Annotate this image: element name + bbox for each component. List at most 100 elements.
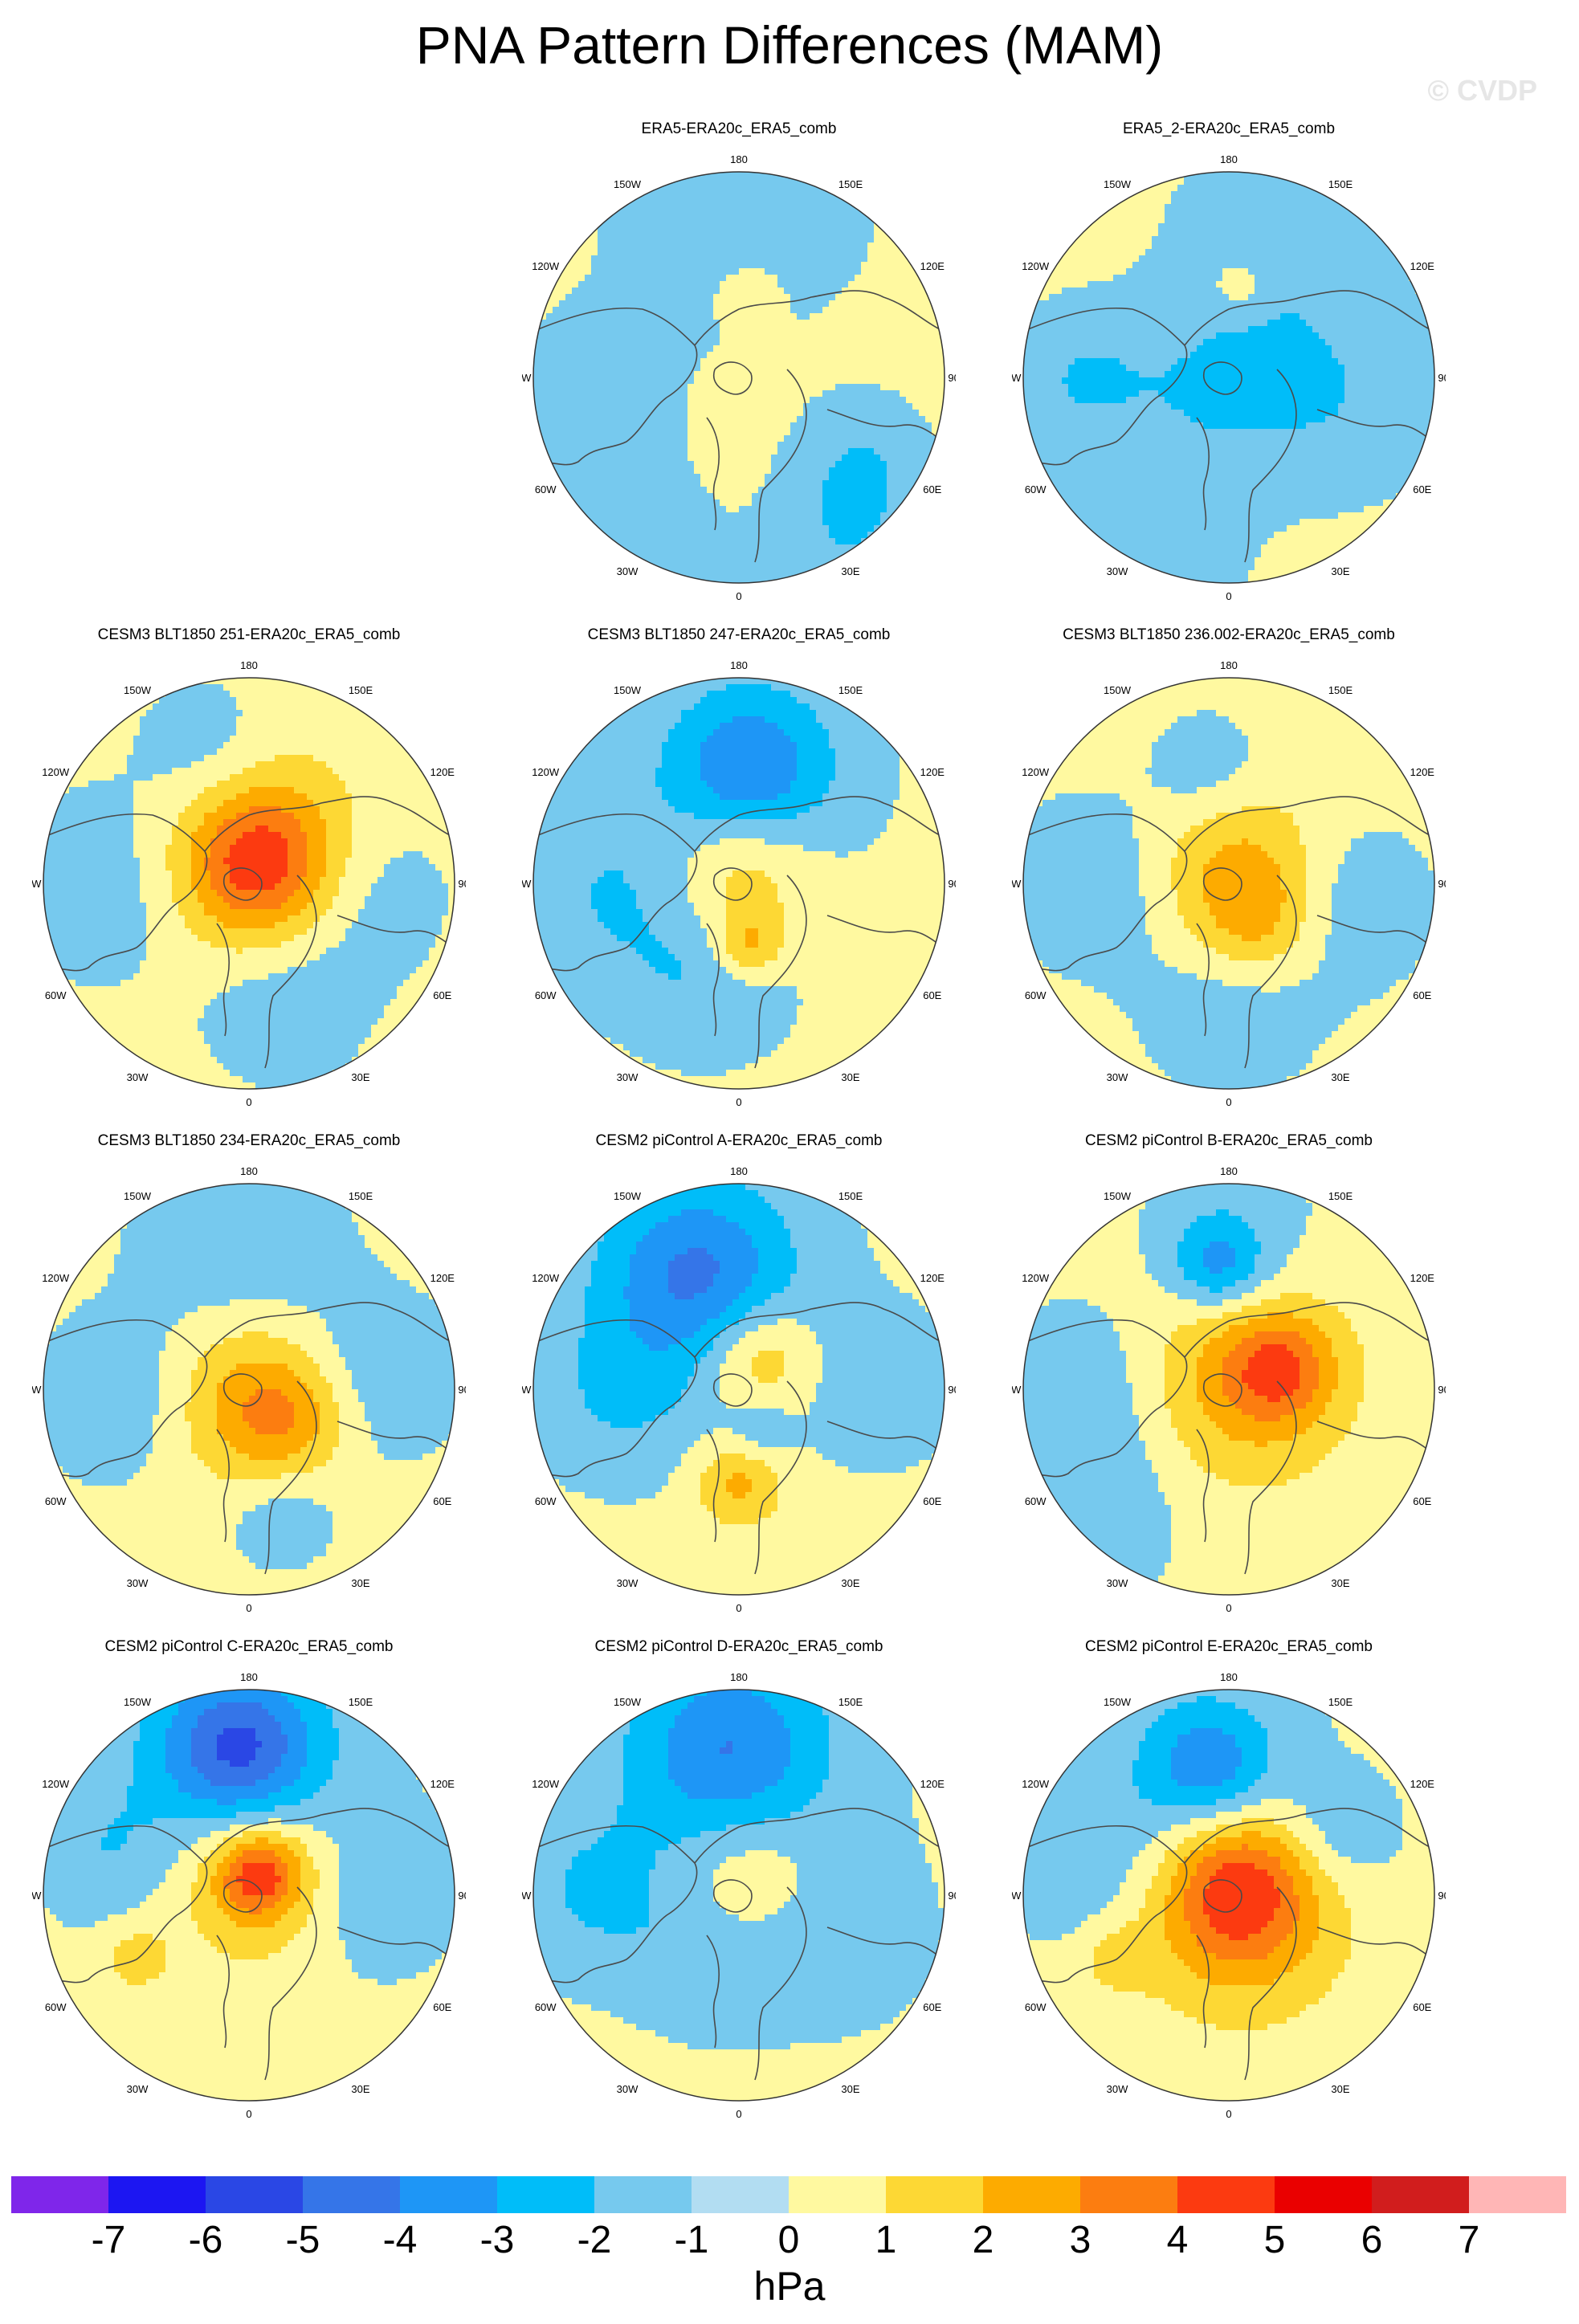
field-cell xyxy=(1107,358,1114,365)
field-cell xyxy=(687,204,695,211)
field-cell xyxy=(565,467,573,475)
field-cell xyxy=(758,204,765,211)
field-cell xyxy=(1094,332,1101,340)
field-cell xyxy=(816,416,823,423)
field-cell xyxy=(842,512,849,520)
field-cell xyxy=(623,448,630,455)
field-cell xyxy=(598,384,605,391)
field-cell xyxy=(1139,358,1146,365)
field-cell xyxy=(1235,307,1242,314)
field-cell xyxy=(630,230,637,237)
field-cell xyxy=(1325,255,1332,263)
field-cell xyxy=(1139,294,1146,301)
field-cell xyxy=(668,435,675,442)
field-cell xyxy=(707,249,714,256)
field-cell xyxy=(810,281,817,288)
field-cell xyxy=(739,332,746,340)
field-cell xyxy=(816,442,823,449)
field-cell xyxy=(617,448,624,455)
field-cell xyxy=(559,474,566,481)
field-cell xyxy=(938,320,945,327)
field-cell xyxy=(790,429,798,436)
field-cell xyxy=(1300,326,1307,333)
field-cell xyxy=(758,255,765,263)
field-cell xyxy=(1023,345,1030,353)
field-cell xyxy=(694,371,701,378)
field-cell xyxy=(893,326,900,333)
field-cell xyxy=(1126,268,1133,275)
field-cell xyxy=(1184,307,1191,314)
field-cell xyxy=(758,307,765,314)
field-cell xyxy=(900,275,907,282)
field-cell xyxy=(707,358,714,365)
field-cell xyxy=(598,275,605,282)
field-cell xyxy=(777,262,785,269)
field-cell xyxy=(1216,217,1223,224)
field-cell xyxy=(835,384,843,391)
field-cell xyxy=(867,442,875,449)
field-cell xyxy=(829,230,836,237)
field-cell xyxy=(572,435,579,442)
field-cell xyxy=(758,455,765,462)
field-cell xyxy=(752,223,759,230)
field-cell xyxy=(681,300,688,308)
field-cell xyxy=(1274,255,1281,263)
field-cell xyxy=(649,429,656,436)
field-cell xyxy=(1203,185,1210,192)
field-cell xyxy=(816,390,823,398)
field-cell xyxy=(822,243,830,250)
field-cell xyxy=(797,332,804,340)
field-cell xyxy=(732,191,740,198)
field-cell xyxy=(565,345,573,353)
field-cell xyxy=(1120,300,1127,308)
field-cell xyxy=(1267,185,1275,192)
field-cell xyxy=(1325,326,1332,333)
field-cell xyxy=(707,429,714,436)
field-cell xyxy=(630,300,637,308)
field-cell xyxy=(630,326,637,333)
field-cell xyxy=(765,487,772,494)
field-cell xyxy=(726,345,733,353)
field-cell xyxy=(1242,243,1249,250)
field-cell xyxy=(559,435,566,442)
field-cell xyxy=(822,223,830,230)
field-cell xyxy=(700,512,708,520)
field-cell xyxy=(829,236,836,243)
field-cell xyxy=(565,390,573,398)
field-cell xyxy=(745,287,753,295)
field-cell xyxy=(842,461,849,468)
field-cell xyxy=(874,461,881,468)
field-cell xyxy=(745,442,753,449)
field-cell xyxy=(810,410,817,417)
field-cell xyxy=(604,467,611,475)
field-cell xyxy=(1344,255,1352,263)
field-cell xyxy=(784,506,791,513)
field-cell xyxy=(662,564,669,571)
field-cell xyxy=(604,268,611,275)
field-cell xyxy=(906,365,913,372)
field-cell xyxy=(1145,191,1153,198)
field-cell xyxy=(1216,236,1223,243)
field-cell xyxy=(1120,268,1127,275)
field-cell xyxy=(578,268,585,275)
field-cell xyxy=(1190,191,1198,198)
field-cell xyxy=(1255,339,1262,346)
field-cell xyxy=(1306,300,1313,308)
field-cell xyxy=(726,339,733,346)
field-cell xyxy=(681,178,688,186)
field-cell xyxy=(1132,300,1140,308)
field-cell xyxy=(797,275,804,282)
field-cell xyxy=(1055,268,1063,275)
field-cell xyxy=(803,564,810,571)
field-cell xyxy=(848,236,855,243)
field-cell xyxy=(1319,230,1326,237)
field-cell xyxy=(1145,332,1153,340)
field-cell xyxy=(662,442,669,449)
field-cell xyxy=(829,332,836,340)
field-cell xyxy=(726,243,733,250)
field-cell xyxy=(848,512,855,520)
field-cell xyxy=(1364,230,1371,237)
field-cell xyxy=(1132,243,1140,250)
field-cell xyxy=(578,480,585,487)
field-cell xyxy=(700,371,708,378)
